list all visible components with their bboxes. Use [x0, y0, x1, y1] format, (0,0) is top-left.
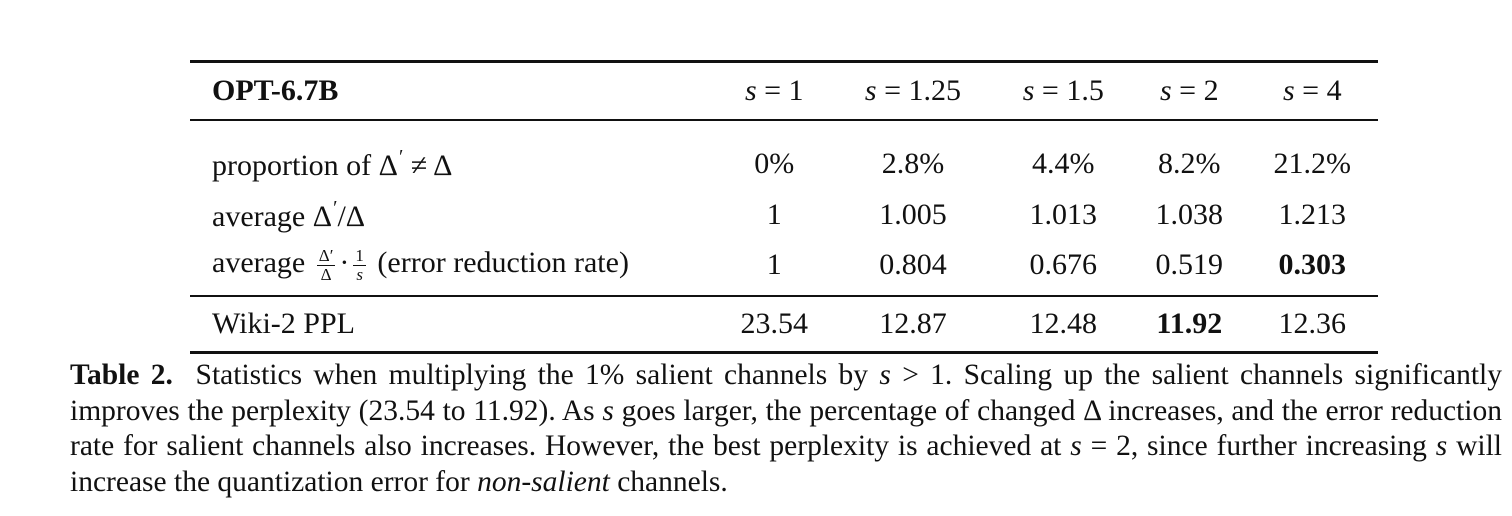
cell: 0.519 — [1132, 235, 1247, 297]
table-caption: Table 2. Statistics when multiplying the… — [70, 359, 1502, 498]
cell: 0.804 — [831, 235, 995, 297]
cell: 4.4% — [1032, 147, 1095, 180]
header-s-4: s = 4 — [1246, 60, 1378, 121]
row-label-ppl: Wiki-2 PPL — [190, 296, 717, 354]
fraction-delta-ratio: Δ′ Δ — [316, 245, 336, 284]
cell: 12.87 — [831, 296, 995, 354]
header-s-1: s = 1 — [717, 60, 832, 121]
caption-label: Table 2. — [70, 359, 173, 391]
cell: 2.8% — [881, 147, 945, 180]
cell: 1 — [717, 235, 832, 297]
cell: 12.48 — [994, 296, 1133, 354]
header-s-2: s = 2 — [1132, 60, 1247, 121]
cell: 1.038 — [1155, 198, 1224, 231]
row-label-average-ratio: average Δ′/Δ — [212, 196, 366, 233]
cell: 21.2% — [1273, 147, 1352, 180]
cell: 8.2% — [1158, 147, 1221, 180]
cell: 23.54 — [717, 296, 832, 354]
cell: 1.213 — [1278, 198, 1347, 231]
cell-best: 11.92 — [1132, 296, 1247, 354]
cell: 12.36 — [1246, 296, 1378, 354]
table-header-row: OPT-6.7B s = 1 s = 1.25 s = 1.5 s = 2 s … — [190, 60, 1378, 121]
header-s-1-5: s = 1.5 — [994, 60, 1133, 121]
table-row: average Δ′ Δ · 1 s (error reduction rate) 1 … — [190, 235, 1378, 297]
cell: 1 — [766, 198, 782, 231]
statistics-table: OPT-6.7B s = 1 s = 1.25 s = 1.5 s = 2 s … — [190, 60, 1378, 354]
table-row: proportion of Δ′ ≠ Δ 0% 2.8% 4.4% 8.2% 2… — [190, 120, 1378, 195]
header-s-1-25: s = 1.25 — [831, 60, 995, 121]
table-footer-row: Wiki-2 PPL 23.54 12.87 12.48 11.92 12.36 — [190, 296, 1378, 354]
cell: 0.676 — [994, 235, 1133, 297]
row-label-error-reduction: average Δ′ Δ · 1 s (error reduction rate) — [190, 235, 717, 297]
cell: 1.005 — [879, 198, 947, 231]
table-row: average Δ′/Δ 1 1.005 1.013 1.038 1.213 — [190, 195, 1378, 235]
cell: 0% — [754, 147, 795, 180]
row-label-proportion: proportion of Δ′ ≠ Δ — [212, 145, 453, 182]
cell: 1.013 — [1029, 198, 1098, 231]
results-table-container: OPT-6.7B s = 1 s = 1.25 s = 1.5 s = 2 s … — [190, 60, 1378, 354]
cell-best: 0.303 — [1246, 235, 1378, 297]
model-label: OPT-6.7B — [190, 60, 717, 121]
